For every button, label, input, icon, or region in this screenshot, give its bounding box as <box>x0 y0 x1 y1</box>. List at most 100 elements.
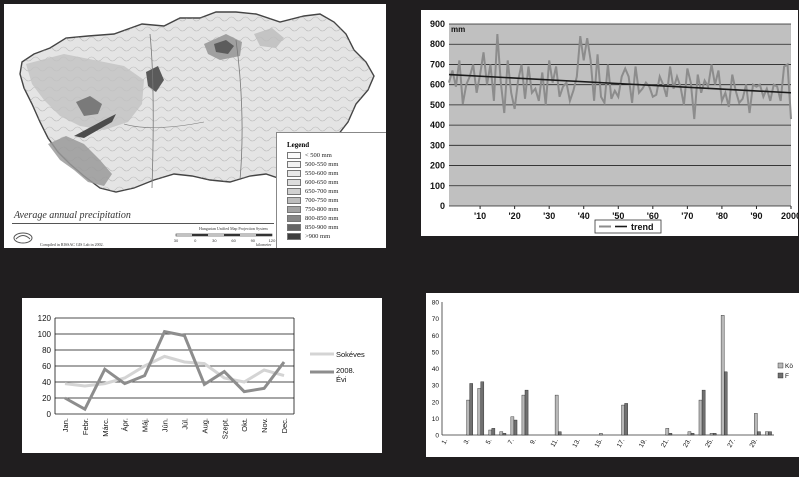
bar-Kö <box>488 429 492 436</box>
bar-F <box>724 371 728 436</box>
bar-Kö <box>720 315 725 436</box>
legend-label: Évi <box>336 375 347 384</box>
x-tick-label: Júl. <box>180 418 189 430</box>
map-legend: Legend < 500 mm 500-550 mm 550-600 mm 600-6… <box>276 132 386 248</box>
y-tick-label: 0 <box>435 433 439 440</box>
legend-label: 800-850 mm <box>305 215 339 222</box>
legend-swatch <box>777 362 784 369</box>
legend-swatch <box>287 215 301 222</box>
map-credit: Compiled in RISSAC GIS Lab in 2002. <box>40 242 104 247</box>
x-tick-label: 7. <box>507 437 516 445</box>
x-tick-label: '30 <box>543 211 555 221</box>
bar-F <box>624 403 628 436</box>
legend-item: 600-650 mm <box>287 178 386 187</box>
y-tick-label: 100 <box>38 330 52 339</box>
bar-F <box>668 433 673 436</box>
bar-Kö <box>698 399 703 436</box>
legend-swatch <box>287 179 301 186</box>
precipitation-series-line <box>448 34 792 120</box>
bar-Kö <box>709 433 714 436</box>
scale-tick-label: 60 <box>231 238 236 243</box>
x-tick-label: 17. <box>616 437 627 448</box>
trend-line <box>448 73 792 94</box>
x-tick-label: '70 <box>681 211 693 221</box>
x-tick-label: Máj. <box>141 418 150 432</box>
bar-chart-panel: 0 10 20 30 40 50 60 70 80 1. 3. 5. 7. 9. 11. 13. 15. 17. 1… <box>426 293 799 457</box>
x-tick-label: '90 <box>750 211 762 221</box>
y-tick-label: 10 <box>432 416 440 423</box>
x-tick-label: '20 <box>509 211 521 221</box>
y-tick-label: 70 <box>432 316 440 323</box>
bar-F <box>513 419 518 436</box>
x-tick-label: 9. <box>529 437 538 445</box>
x-tick-label: Ápr. <box>121 418 130 431</box>
y-tick-label: 900 <box>430 19 445 29</box>
y-tick-label: 120 <box>38 314 52 323</box>
bar-F <box>712 433 717 436</box>
x-tick-label: 27. <box>726 437 737 448</box>
x-tick-label: 1. <box>440 437 449 445</box>
bar-F <box>557 431 562 436</box>
x-tick-label: Febr. <box>81 418 90 435</box>
x-tick-label: 5. <box>485 437 494 445</box>
y-tick-label: 200 <box>430 161 445 171</box>
bar-Kö <box>510 416 515 436</box>
y-axis-unit: mm <box>451 25 465 34</box>
monthly-precipitation-chart-panel: 0 20 40 60 80 100 120 Jan. Febr. Márc. Ápr. Máj. Jún… <box>22 298 382 453</box>
scale-tick-label: 30 <box>174 238 179 243</box>
x-tick-label: Jan. <box>61 418 70 432</box>
legend-label: 850-900 mm <box>305 224 339 231</box>
y-tick-label: 0 <box>440 201 445 211</box>
legend-swatch <box>287 197 301 204</box>
x-tick-label: 3. <box>463 437 472 445</box>
plot-area <box>449 24 791 206</box>
bar-Kö <box>521 394 526 436</box>
bar-Kö <box>599 433 603 436</box>
y-tick-label: 20 <box>42 394 51 403</box>
annual-precipitation-chart: 0 100 200 300 400 500 600 700 800 900 mm '10 '20 '30 '… <box>430 19 798 234</box>
legend-title: Legend <box>287 141 310 149</box>
legend-item: 800-850 mm <box>287 214 386 223</box>
bar-F <box>524 389 529 436</box>
legend-label: 2008. <box>336 366 355 375</box>
x-tick-label: 25. <box>704 437 715 448</box>
x-tick-label: 13. <box>571 437 582 448</box>
legend-item: 650-700 mm <box>287 187 386 196</box>
y-tick-label: 50 <box>432 349 440 356</box>
legend-item: < 500 mm <box>287 151 386 160</box>
bar-Kö <box>477 388 481 436</box>
precipitation-map-panel: Average annual precipitation Hungarian U… <box>4 4 386 248</box>
x-tick-label: Nov. <box>260 418 269 433</box>
legend-label: >900 mm <box>305 233 331 240</box>
y-tick-label: 60 <box>42 362 51 371</box>
bar-F <box>491 428 496 436</box>
legend-label: 600-650 mm <box>305 179 339 186</box>
scale-tick-label: 0 <box>194 238 197 243</box>
legend-item: 500-550 mm <box>287 160 386 169</box>
x-tick-label: Szept. <box>220 418 229 439</box>
legend-box <box>594 219 662 234</box>
bar-F <box>469 383 473 436</box>
y-tick-label: 80 <box>432 300 440 307</box>
legend-swatch <box>287 170 301 177</box>
bar-Kö <box>554 394 559 436</box>
x-tick-label: 29. <box>749 437 760 448</box>
rissac-logo-icon <box>13 232 33 244</box>
legend-label: 750-800 mm <box>305 206 339 213</box>
x-tick-label: 21. <box>660 437 671 448</box>
legend-item: 700-750 mm <box>287 196 386 205</box>
bar-F <box>768 431 772 436</box>
series-line-2 <box>64 329 286 412</box>
daily-bar-chart: 0 10 20 30 40 50 60 70 80 1. 3. 5. 7. 9. 11. 13. 15. 17. 1… <box>432 300 794 449</box>
x-tick-label: '80 <box>716 211 728 221</box>
x-tick-label: Aug. <box>200 418 209 433</box>
scale-tick-label: 90 <box>251 238 256 243</box>
scale-tick-label: 30 <box>212 238 217 243</box>
legend-label: 550-600 mm <box>305 170 339 177</box>
legend-swatch <box>777 372 784 379</box>
x-tick-label: 19. <box>638 437 649 448</box>
chart-legend: trend <box>594 219 662 234</box>
legend-swatch <box>287 224 301 231</box>
x-tick-label: 11. <box>550 437 560 448</box>
y-tick-label: 40 <box>42 378 51 387</box>
